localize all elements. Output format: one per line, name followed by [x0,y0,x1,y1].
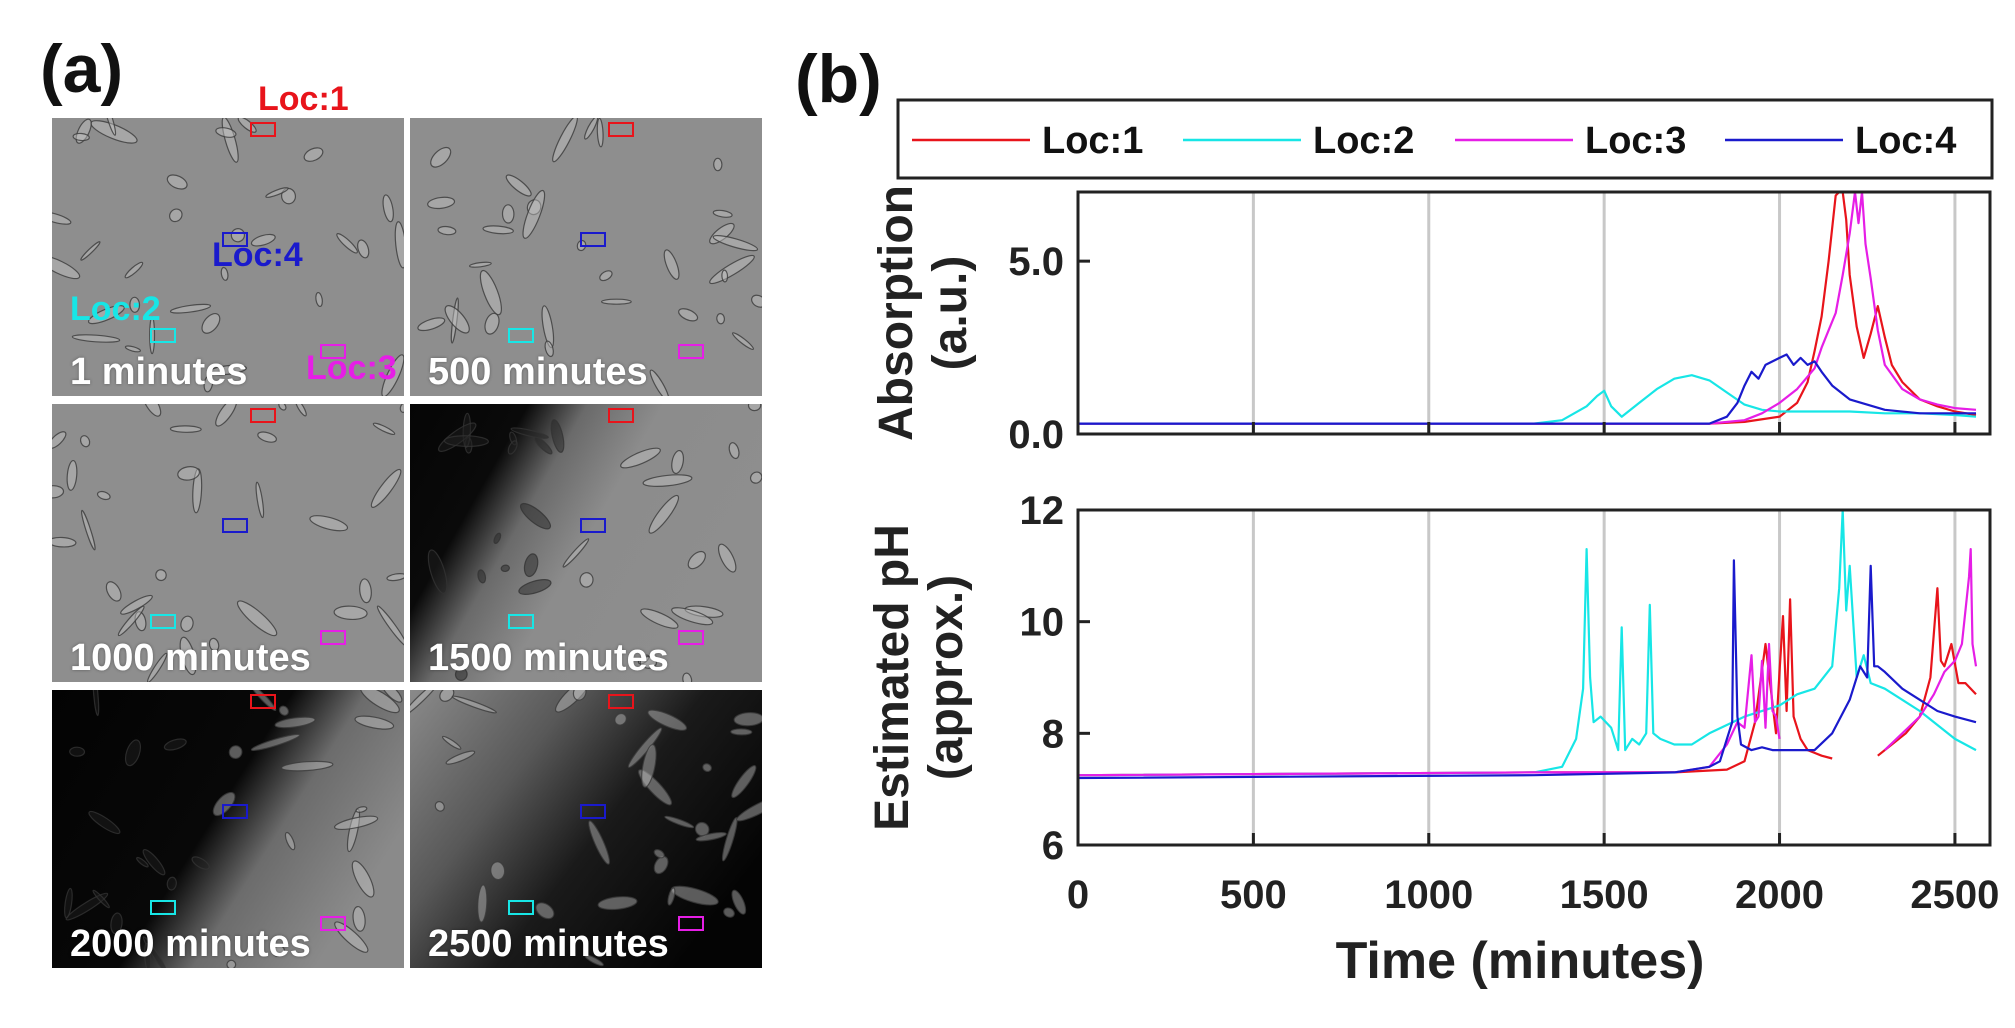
microscopy-frame: 500 minutes [410,118,762,396]
microscopy-frame: 2000 minutes [52,690,404,968]
x-axis-title: Time (minutes) [1336,932,1705,990]
ph-plot: 6 8 10 12 Estimated pH(approx.) 0 500 1000 1500 2… [866,489,1999,990]
chart-legend: Loc:1 Loc:2 Loc:3 Loc:4 [896,98,1994,180]
microscopy-image [410,118,762,396]
microscopy-frame: 1000 minutes [52,404,404,682]
roi-box-loc4 [222,518,248,533]
roi-box-loc4 [580,804,606,819]
panel-b-label: (b) [795,41,882,117]
microscopy-frame: 1 minutes [52,118,404,396]
x-tick-label: 2000 [1735,873,1824,917]
roi-box-loc3 [678,344,704,359]
series-line-loc2 [1078,510,1977,777]
roi-box-loc1 [250,122,276,137]
x-tick-label: 500 [1220,873,1287,917]
y-tick-label: 12 [1020,489,1065,533]
y-tick-label: 5.0 [1008,240,1064,284]
frame-time-label: 500 minutes [428,351,648,393]
y-tick-label: 0.0 [1008,413,1064,457]
roi-box-loc4 [580,232,606,247]
series-line-loc1 [1078,192,1977,425]
roi-box-loc3 [320,630,346,645]
series-line-loc3 [1078,192,1977,425]
microscopy-frame: 2500 minutes [410,690,762,968]
roi-box-loc2 [150,328,176,343]
legend-label: Loc:2 [1313,120,1414,162]
roi-box-loc2 [508,900,534,915]
roi-box-loc2 [508,614,534,629]
legend-label: Loc:1 [1042,120,1143,162]
x-tick-label: 0 [1067,873,1089,917]
y-axis-title: Absorption(a.u.) [870,185,977,441]
microscopy-image [52,404,404,682]
roi-box-loc2 [508,328,534,343]
y-axis-title: Estimated pH(approx.) [866,524,973,831]
roi-box-loc4 [222,804,248,819]
y-tick-label: 8 [1042,712,1064,756]
roi-box-loc3 [320,344,346,359]
series-line-loc2 [1078,374,1977,425]
plot-frame [1076,508,1992,847]
absorption-plot: 0.0 5.0 Absorption(a.u.) [870,185,1992,457]
microscopy-frame: 1500 minutes [410,404,762,682]
loc2-label: Loc:2 [70,290,161,328]
loc1-label: Loc:1 [258,80,349,118]
panel-a-label: (a) [40,31,124,107]
frame-time-label: 2000 minutes [70,923,311,965]
y-tick-label: 6 [1042,824,1064,868]
roi-box-loc3 [678,916,704,931]
microscopy-image-grid: 1 minutes 500 minutes 1000 minutes 1500 mi… [52,118,762,970]
x-tick-label: 1000 [1384,873,1473,917]
roi-box-loc1 [250,694,276,709]
roi-box-loc3 [678,630,704,645]
legend-label: Loc:4 [1855,120,1956,162]
loc3-label: Loc:3 [306,349,397,387]
frame-time-label: 1500 minutes [428,637,669,679]
x-tick-label: 2500 [1910,873,1999,917]
loc4-label: Loc:4 [212,236,303,274]
roi-box-loc2 [150,900,176,915]
roi-box-loc2 [150,614,176,629]
frame-time-label: 2500 minutes [428,923,669,965]
roi-box-loc4 [222,232,248,247]
roi-box-loc4 [580,518,606,533]
roi-box-loc3 [320,916,346,931]
roi-box-loc1 [608,408,634,423]
roi-box-loc1 [608,122,634,137]
series-line-loc4 [1078,559,1977,780]
series-line-loc3 [1078,548,1978,777]
series-line-loc4 [1078,353,1976,425]
roi-box-loc1 [250,408,276,423]
legend-label: Loc:3 [1585,120,1686,162]
frame-time-label: 1000 minutes [70,637,311,679]
plot-frame [1076,190,1992,436]
x-tick-label: 1500 [1560,873,1649,917]
frame-time-label: 1 minutes [70,351,248,393]
roi-box-loc1 [608,694,634,709]
series-line-loc1 [1078,587,1977,777]
y-tick-label: 10 [1020,601,1065,645]
